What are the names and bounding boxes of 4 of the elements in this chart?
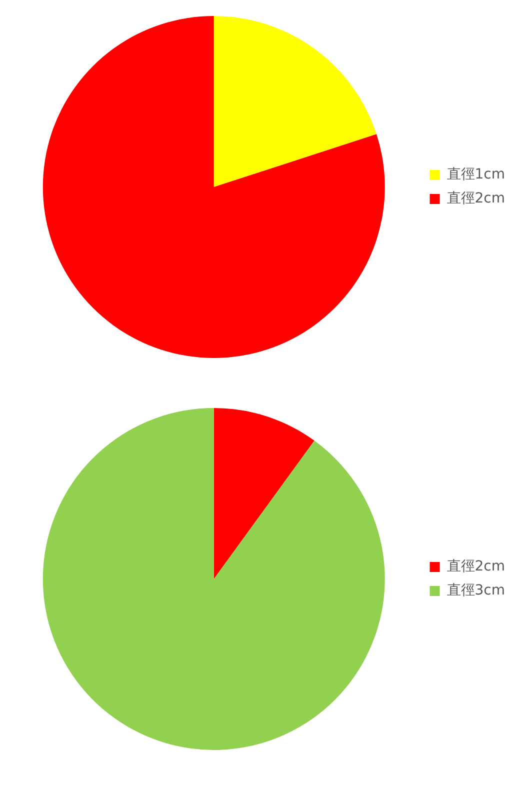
legend-label: 直徑3cm — [446, 582, 506, 599]
legend-label: 直徑2cm — [446, 558, 506, 575]
legend-label: 直徑2cm — [446, 190, 506, 207]
legend-label: 直徑1cm — [446, 166, 506, 183]
